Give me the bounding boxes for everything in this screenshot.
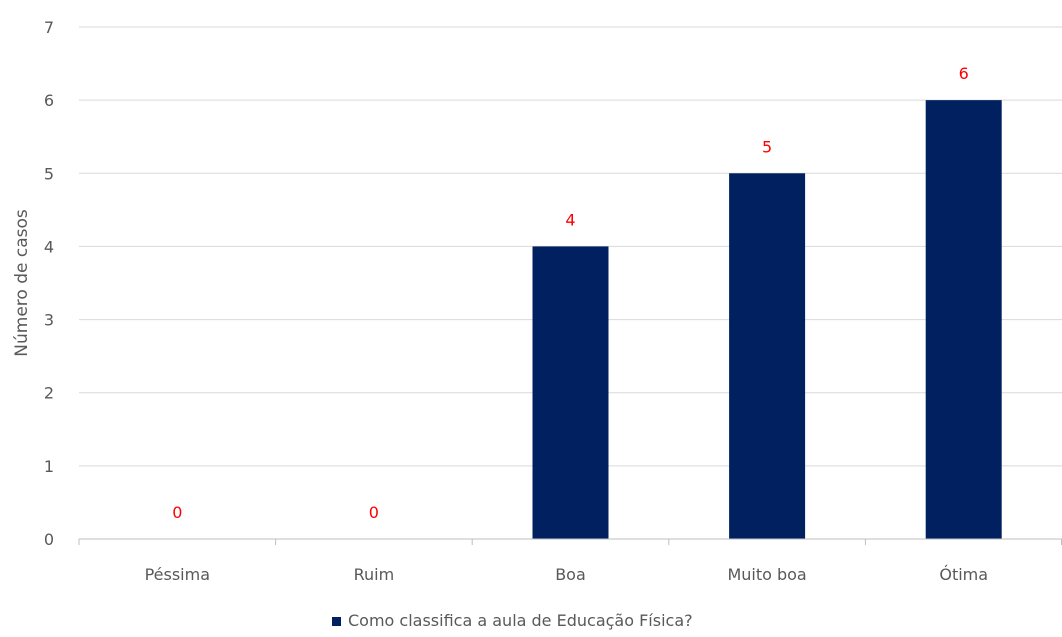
bar: [925, 100, 1002, 540]
y-tick-labels: 0 1 2 3 4 5 6 7: [44, 18, 54, 549]
legend-label: Como classifica a aula de Educação Físic…: [348, 611, 693, 630]
y-tick-label: 3: [44, 311, 54, 330]
data-label: 4: [565, 210, 575, 229]
bar: [729, 173, 806, 540]
y-tick-label: 7: [44, 18, 54, 37]
x-tick-label: Boa: [555, 565, 586, 584]
y-tick-label: 2: [44, 384, 54, 403]
data-labels: 0 0 4 5 6: [172, 64, 969, 522]
y-axis-title: Número de casos: [12, 209, 32, 357]
y-tick-label: 4: [44, 237, 54, 256]
x-tick-label: Ruim: [354, 565, 395, 584]
x-tick-label: Péssima: [145, 565, 210, 584]
bar: [532, 246, 609, 539]
x-tick-labels: Péssima Ruim Boa Muito boa Ótima: [145, 565, 988, 584]
data-label: 0: [172, 503, 182, 522]
data-label: 5: [762, 137, 772, 156]
bars: [532, 100, 1002, 540]
data-label: 0: [369, 503, 379, 522]
y-tick-label: 0: [44, 530, 54, 549]
y-tick-label: 5: [44, 164, 54, 183]
legend: Como classifica a aula de Educação Físic…: [332, 611, 693, 630]
x-tick-label: Muito boa: [727, 565, 806, 584]
x-tick-label: Ótima: [939, 565, 988, 584]
legend-swatch: [332, 617, 341, 626]
y-tick-label: 6: [44, 91, 54, 110]
x-axis: [78, 538, 1062, 545]
data-label: 6: [959, 64, 969, 83]
y-tick-label: 1: [44, 457, 54, 476]
